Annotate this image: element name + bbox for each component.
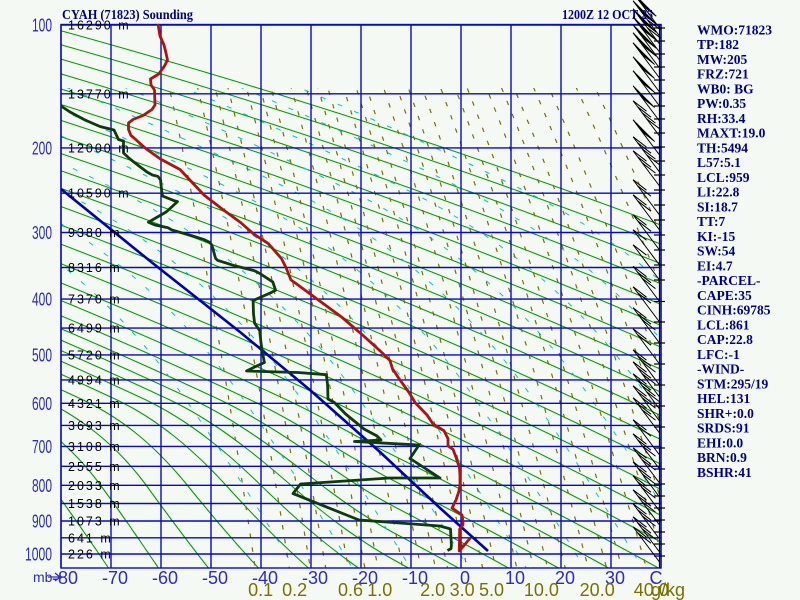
svg-text:LI:22.8: LI:22.8	[697, 185, 740, 200]
svg-text:30: 30	[605, 568, 625, 588]
svg-text:12000 m: 12000 m	[68, 141, 131, 155]
svg-text:700: 700	[32, 437, 52, 457]
svg-text:g/kg: g/kg	[651, 580, 685, 600]
svg-text:TP:182: TP:182	[697, 37, 739, 52]
svg-text:CINH:69785: CINH:69785	[697, 303, 771, 318]
svg-text:8316 m: 8316 m	[68, 261, 122, 275]
svg-text:4994 m: 4994 m	[68, 373, 122, 387]
svg-text:10: 10	[505, 568, 525, 588]
svg-text:900: 900	[32, 512, 52, 532]
svg-text:100: 100	[32, 16, 52, 36]
svg-text:BRN:0.9: BRN:0.9	[697, 450, 747, 465]
svg-text:MAXT:19.0: MAXT:19.0	[697, 126, 766, 141]
svg-text:6499 m: 6499 m	[68, 322, 122, 336]
svg-text:3693 m: 3693 m	[68, 419, 122, 433]
svg-text:LCL:861: LCL:861	[697, 317, 750, 332]
svg-text:800: 800	[32, 476, 52, 496]
svg-text:STM:295/19: STM:295/19	[697, 376, 769, 391]
svg-text:CAPE:35: CAPE:35	[697, 288, 752, 303]
svg-text:WB0: BG: WB0: BG	[697, 81, 754, 96]
svg-text:1000: 1000	[25, 545, 52, 565]
svg-text:LCL:959: LCL:959	[697, 170, 750, 185]
svg-text:10590 m: 10590 m	[68, 187, 131, 201]
svg-text:-40: -40	[252, 568, 278, 588]
svg-text:-20: -20	[352, 568, 378, 588]
svg-text:600: 600	[32, 394, 52, 414]
svg-text:200: 200	[32, 138, 52, 158]
svg-text:1200Z 12 OCT 25: 1200Z 12 OCT 25	[562, 8, 653, 23]
svg-text:BSHR:41: BSHR:41	[697, 465, 752, 480]
svg-text:300: 300	[32, 223, 52, 243]
svg-text:2033 m: 2033 m	[68, 479, 122, 493]
svg-text:-WIND-: -WIND-	[697, 362, 744, 377]
svg-text:2555 m: 2555 m	[68, 460, 122, 474]
svg-text:L57:5.1: L57:5.1	[697, 155, 741, 170]
svg-text:SW:54: SW:54	[697, 244, 736, 259]
svg-text:SI:18.7: SI:18.7	[697, 199, 738, 214]
svg-text:7370 m: 7370 m	[68, 293, 122, 307]
svg-text:9380 m: 9380 m	[68, 226, 122, 240]
svg-text:0: 0	[460, 568, 470, 588]
svg-text:mb: mb	[33, 569, 53, 585]
svg-text:1538 m: 1538 m	[68, 497, 122, 511]
svg-text:WMO:71823: WMO:71823	[697, 22, 772, 37]
svg-text:5720 m: 5720 m	[68, 348, 122, 362]
svg-text:2.0: 2.0	[420, 580, 445, 600]
svg-text:TH:5494: TH:5494	[697, 140, 748, 155]
svg-text:0.6: 0.6	[338, 580, 363, 600]
svg-text:-80: -80	[52, 568, 78, 588]
svg-text:3108 m: 3108 m	[68, 440, 122, 454]
svg-text:16290 m: 16290 m	[68, 19, 131, 33]
svg-text:HEL:131: HEL:131	[697, 391, 751, 406]
svg-text:FRZ:721: FRZ:721	[697, 67, 749, 82]
svg-text:5.0: 5.0	[479, 580, 504, 600]
svg-text:EI:4.7: EI:4.7	[697, 258, 733, 273]
svg-text:10.0: 10.0	[524, 580, 559, 600]
svg-text:400: 400	[32, 290, 52, 310]
svg-text:3.0: 3.0	[450, 580, 475, 600]
svg-text:0.1: 0.1	[248, 580, 273, 600]
svg-text:40.0: 40.0	[634, 580, 669, 600]
svg-text:RH:33.4: RH:33.4	[697, 111, 746, 126]
svg-text:LFC:-1: LFC:-1	[697, 347, 740, 362]
svg-text:4321 m: 4321 m	[68, 397, 122, 411]
svg-text:MW:205: MW:205	[697, 52, 747, 67]
svg-text:0.2: 0.2	[282, 580, 307, 600]
svg-text:1.0: 1.0	[367, 580, 392, 600]
svg-text:641 m: 641 m	[68, 531, 113, 545]
svg-text:SHR+:0.0: SHR+:0.0	[697, 406, 754, 421]
svg-text:C: C	[650, 568, 663, 588]
svg-text:CAP:22.8: CAP:22.8	[697, 332, 753, 347]
svg-text:-30: -30	[302, 568, 328, 588]
svg-text:13770 m: 13770 m	[68, 87, 131, 101]
svg-text:20.0: 20.0	[580, 580, 615, 600]
svg-text:-10: -10	[402, 568, 428, 588]
svg-text:-60: -60	[152, 568, 178, 588]
svg-text:KI:-15: KI:-15	[697, 229, 735, 244]
svg-text:-70: -70	[102, 568, 128, 588]
svg-text:-50: -50	[202, 568, 228, 588]
svg-text:20: 20	[555, 568, 575, 588]
svg-text:CYAH (71823) Sounding: CYAH (71823) Sounding	[62, 8, 193, 23]
svg-text:226 m: 226 m	[68, 548, 113, 562]
svg-text:1073 m: 1073 m	[68, 515, 122, 529]
svg-text:TT:7: TT:7	[697, 214, 726, 229]
svg-text:PW:0.35: PW:0.35	[697, 96, 746, 111]
svg-text:500: 500	[32, 345, 52, 365]
svg-text:SRDS:91: SRDS:91	[697, 421, 750, 436]
svg-text:EHI:0.0: EHI:0.0	[697, 435, 743, 450]
svg-text:-PARCEL-: -PARCEL-	[697, 273, 761, 288]
